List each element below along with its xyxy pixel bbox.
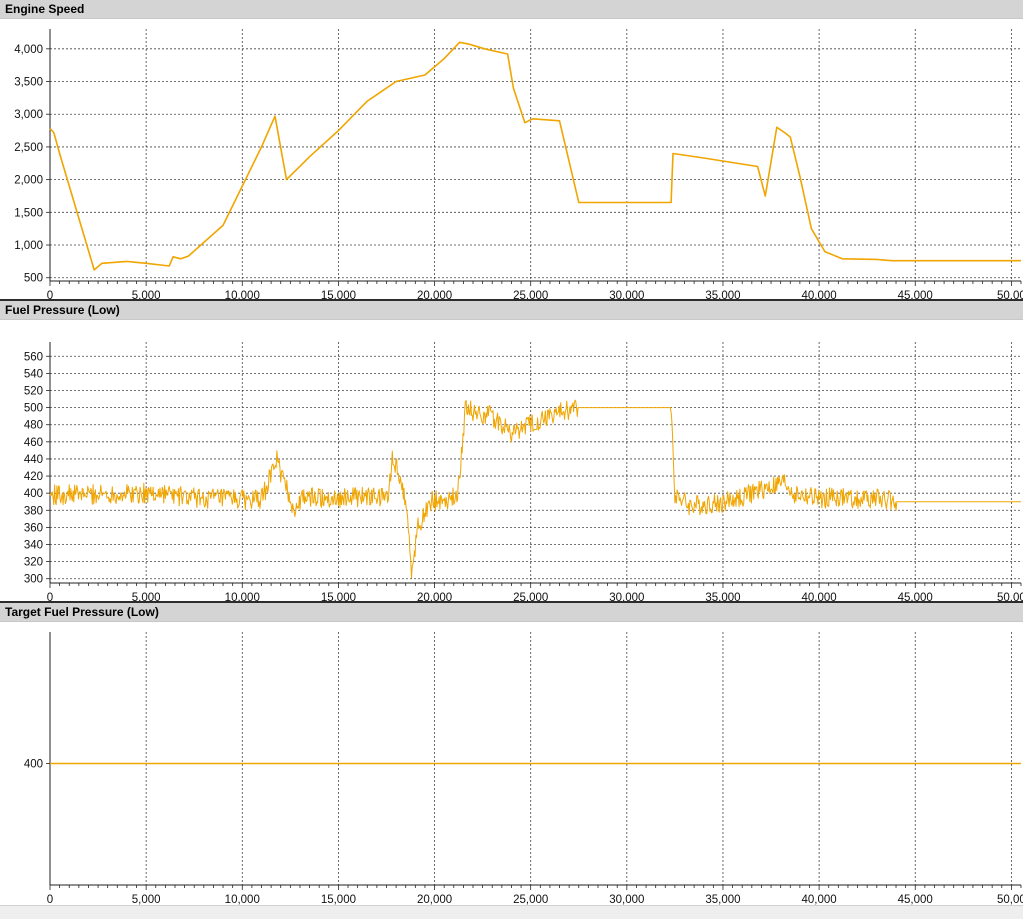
x-tick-label: 15,000 (321, 290, 356, 299)
y-tick-label: 380 (24, 505, 43, 517)
y-tick-label: 520 (24, 386, 43, 398)
x-tick-label: 20,000 (417, 290, 452, 299)
axes: 300 320 340 360 380 400 420 440 460 480 500 520 540 5… (24, 342, 1023, 601)
grid (50, 632, 1021, 885)
x-tick-label: 5,000 (132, 592, 161, 601)
target-fuel-pressure-chart[interactable]: 400 0 5,000 10,000 15,000 20,000 25,000 30,000 3… (0, 622, 1023, 905)
x-tick-label: 10,000 (225, 592, 260, 601)
x-tick-label: 30,000 (609, 894, 644, 905)
x-tick-label: 25,000 (513, 592, 548, 601)
x-tick-label: 50,00 (997, 290, 1023, 299)
fuel-pressure-chart[interactable]: 300 320 340 360 380 400 420 440 460 480 500 520 540 5… (0, 320, 1023, 601)
y-tick-label: 560 (24, 351, 43, 363)
y-tick-label: 2,500 (14, 142, 43, 154)
x-tick-label: 40,000 (802, 290, 837, 299)
y-tick-label: 500 (24, 403, 43, 415)
x-tick-label: 45,000 (898, 290, 933, 299)
axes: 400 0 5,000 10,000 15,000 20,000 25,000 30,000 3… (24, 632, 1023, 905)
x-tick-label: 25,000 (513, 290, 548, 299)
y-tick-label: 340 (24, 540, 43, 552)
x-tick-label: 50,00 (997, 592, 1023, 601)
series-line (49, 41, 1021, 271)
x-tick-label: 0 (47, 592, 53, 601)
y-tick-label: 420 (24, 471, 43, 483)
x-tick-label: 35,000 (705, 592, 740, 601)
y-tick-label: 300 (24, 574, 43, 586)
x-tick-label: 30,000 (609, 592, 644, 601)
engine-speed-panel: Engine Speed 500 1,000 1,500 2,000 2,500 3,00… (0, 0, 1023, 299)
y-tick-label: 360 (24, 522, 43, 534)
grid (50, 29, 1021, 281)
y-tick-label: 1,500 (14, 207, 43, 219)
panel-divider (0, 601, 1023, 603)
y-tick-label: 320 (24, 557, 43, 569)
fuel-pressure-title: Fuel Pressure (Low) (0, 301, 1023, 320)
y-tick-label: 2,000 (14, 175, 43, 187)
target-fuel-pressure-panel: Target Fuel Pressure (Low) 400 0 5,000 10,0… (0, 603, 1023, 905)
x-tick-label: 15,000 (321, 592, 356, 601)
x-tick-label: 40,000 (802, 894, 837, 905)
grid (50, 342, 1021, 583)
y-tick-label: 1,000 (14, 240, 43, 252)
y-tick-label: 3,000 (14, 109, 43, 121)
x-tick-label: 35,000 (705, 290, 740, 299)
x-tick-label: 35,000 (705, 894, 740, 905)
y-tick-label: 400 (24, 759, 43, 771)
y-tick-label: 500 (24, 273, 43, 285)
axes: 500 1,000 1,500 2,000 2,500 3,000 3,500 4,000 0 5… (14, 29, 1023, 299)
status-bar (0, 905, 1023, 919)
x-tick-label: 5,000 (132, 290, 161, 299)
x-tick-label: 20,000 (417, 592, 452, 601)
series-line (49, 399, 1021, 579)
y-tick-label: 400 (24, 488, 43, 500)
x-tick-label: 20,000 (417, 894, 452, 905)
x-tick-label: 50,00 (997, 894, 1023, 905)
engine-speed-chart[interactable]: 500 1,000 1,500 2,000 2,500 3,000 3,500 4,000 0 5… (0, 19, 1023, 299)
x-tick-label: 15,000 (321, 894, 356, 905)
x-tick-label: 5,000 (132, 894, 161, 905)
x-tick-label: 10,000 (225, 290, 260, 299)
x-tick-label: 30,000 (609, 290, 644, 299)
x-tick-label: 25,000 (513, 894, 548, 905)
x-tick-label: 40,000 (802, 592, 837, 601)
engine-speed-title: Engine Speed (0, 0, 1023, 19)
y-tick-label: 460 (24, 437, 43, 449)
y-tick-label: 440 (24, 454, 43, 466)
fuel-pressure-panel: Fuel Pressure (Low) 300 320 340 360 380 400 42… (0, 301, 1023, 601)
x-tick-label: 10,000 (225, 894, 260, 905)
y-tick-label: 480 (24, 420, 43, 432)
panel-divider (0, 299, 1023, 301)
y-tick-label: 3,500 (14, 77, 43, 89)
x-tick-label: 45,000 (898, 592, 933, 601)
target-fuel-pressure-title: Target Fuel Pressure (Low) (0, 603, 1023, 622)
y-tick-label: 540 (24, 368, 43, 380)
x-tick-label: 0 (47, 290, 53, 299)
y-tick-label: 4,000 (14, 44, 43, 56)
x-tick-label: 0 (47, 894, 53, 905)
x-tick-label: 45,000 (898, 894, 933, 905)
